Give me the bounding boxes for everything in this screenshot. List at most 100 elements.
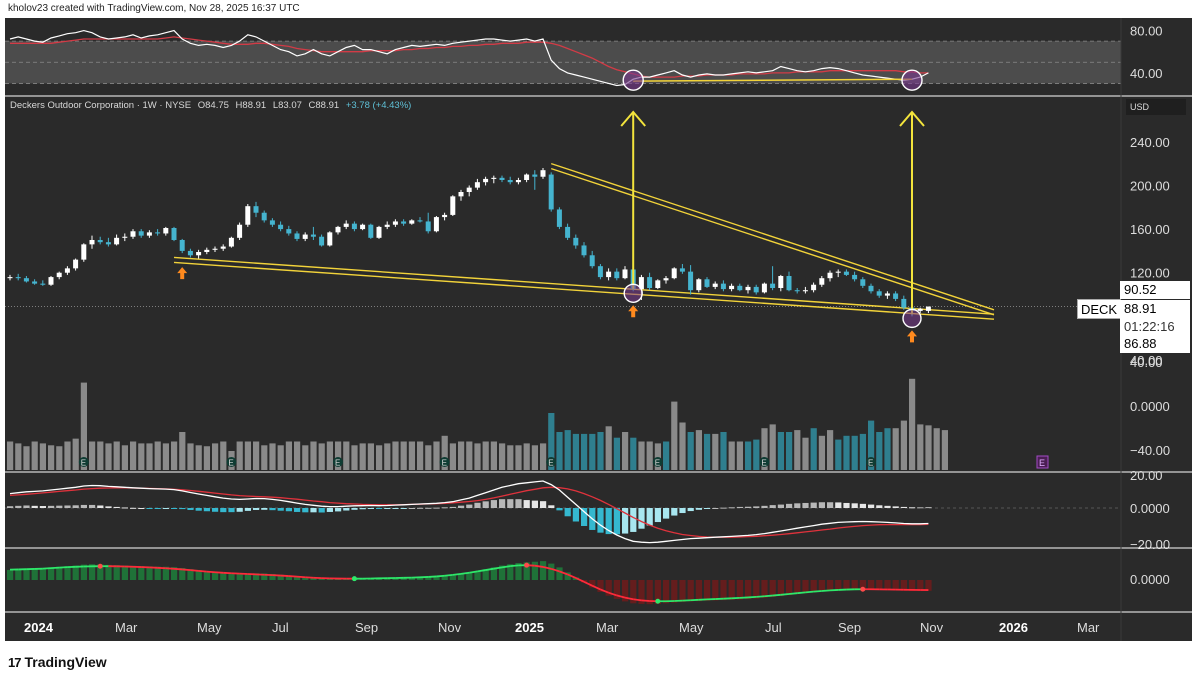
candle-body [761, 283, 767, 293]
oscillator-bar [630, 580, 637, 604]
earnings-badge [333, 457, 343, 467]
oscillator-bar [589, 580, 596, 588]
macd-histogram-bar [449, 506, 456, 508]
candle-body [278, 224, 284, 230]
macd-histogram-bar [326, 508, 333, 512]
volume-bar [64, 441, 71, 470]
rsi-axis-tick: 80.00 [1130, 24, 1163, 39]
oscillator-bar [851, 580, 858, 590]
time-axis-tick: Sep [838, 620, 861, 635]
candle-body [122, 236, 128, 238]
legend-change: +3.78 (+4.43%) [345, 100, 412, 111]
lower-trendline [173, 261, 995, 320]
macd-histogram-bar [540, 501, 547, 508]
volume-bar [425, 445, 432, 470]
currency-tag[interactable]: USD [1126, 99, 1186, 115]
candle [614, 268, 620, 281]
orange-up-marker-icon [177, 267, 188, 280]
candle [32, 279, 38, 285]
oscillator-line-segment [452, 572, 462, 576]
earnings-badge [226, 457, 237, 467]
volume-bar [802, 437, 809, 470]
candle [401, 219, 407, 226]
volume-bar [761, 428, 768, 470]
volume-bar [220, 441, 227, 470]
candle-body [556, 209, 562, 227]
candle-body [155, 232, 161, 234]
candle [868, 283, 874, 294]
tradingview-brand[interactable]: 17 TradingView [8, 653, 107, 671]
legend-low: L83.07 [272, 100, 302, 111]
candle-body [548, 174, 554, 210]
oscillator-bar [622, 580, 629, 602]
oscillator-axis-tick: 0.0000 [1130, 572, 1170, 587]
candle-body [351, 223, 357, 230]
oscillator-bar [466, 573, 473, 580]
volume-bar [892, 428, 899, 470]
time-axis-tick: Mar [1077, 620, 1100, 635]
candle [647, 272, 653, 291]
candle-body [540, 170, 546, 177]
price-label-lower: 86.88 [1120, 335, 1190, 353]
candle-body [417, 220, 423, 222]
earnings-label: E [548, 459, 553, 468]
oscillator-bar [835, 580, 842, 591]
earnings-label: E [761, 459, 766, 468]
candle-body [163, 228, 169, 234]
candle-body [589, 255, 595, 267]
candle [499, 175, 505, 183]
candle-body [786, 276, 792, 291]
oscillator-line-segment [616, 594, 626, 599]
oscillator-bar [384, 578, 391, 580]
candle [335, 225, 341, 235]
candle [360, 223, 366, 231]
volume-bar [728, 441, 735, 470]
macd-histogram-bar [302, 508, 309, 513]
oscillator-bar [753, 580, 760, 599]
volume-bar [851, 435, 858, 470]
oscillator-bar [646, 580, 653, 605]
oscillator-bar [720, 580, 727, 601]
symbol-legend[interactable]: Deckers Outdoor Corporation · 1W · NYSE … [10, 100, 415, 111]
rsi-divergence-circle [901, 69, 923, 91]
candle-body [827, 272, 833, 279]
oscillator-bar [39, 568, 46, 580]
oscillator-bar [179, 568, 186, 580]
candle [155, 229, 161, 236]
rsi-panel: 80.00 40.00 [5, 24, 1192, 97]
candle [187, 248, 193, 258]
candle [163, 226, 169, 236]
oscillator-bar [605, 580, 612, 596]
oscillator-line-segment [214, 571, 224, 574]
candle [204, 247, 210, 255]
orange-up-marker-icon [907, 330, 917, 343]
oscillator-line-segment [567, 573, 577, 579]
candle [802, 286, 808, 294]
candle-body [171, 228, 177, 240]
candle-body [917, 308, 923, 311]
candle [737, 283, 743, 292]
macd-histogram-bar [638, 508, 645, 529]
candle [253, 201, 259, 218]
oscillator-bar [909, 580, 916, 592]
candle-body [81, 244, 87, 260]
volume-bar [745, 441, 752, 470]
price-label-countdown: 01:22:16 [1120, 318, 1190, 336]
oscillator-bar [130, 565, 137, 580]
candle [417, 217, 423, 223]
macd-histogram-bar [466, 504, 473, 508]
volume-bar [392, 441, 399, 470]
oscillator-line-segment [444, 574, 453, 577]
oscillator-line-segment [501, 565, 511, 569]
ticker-tag[interactable]: DECK [1077, 299, 1121, 319]
volume-bar [638, 441, 645, 470]
oscillator-bar [97, 564, 104, 580]
oscillator-bar [540, 561, 547, 580]
candle-body [852, 274, 858, 280]
macd-axis-tick: −20.00 [1130, 537, 1170, 552]
volume-bar [704, 433, 711, 470]
volume-bar [31, 441, 38, 470]
candle [827, 270, 833, 282]
oscillator-bar [187, 569, 194, 580]
